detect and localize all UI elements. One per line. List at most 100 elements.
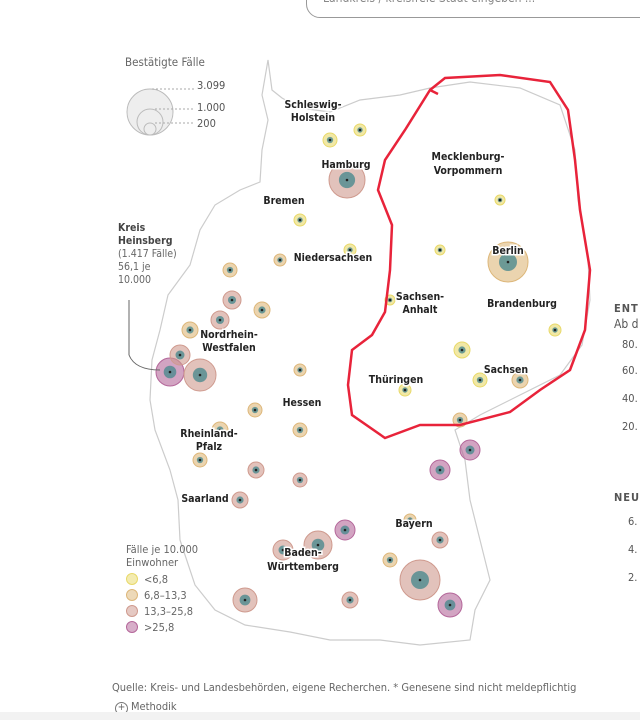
axis-tick: 4.	[628, 543, 638, 556]
axis-tick: 2.	[628, 571, 638, 584]
death-dot	[458, 418, 462, 422]
annotation-per: 10.000	[118, 274, 152, 286]
death-dot	[218, 318, 222, 322]
death-dot	[298, 428, 302, 432]
svg-text:Thüringen: Thüringen	[369, 374, 423, 386]
death-dot	[228, 268, 232, 272]
legend-swatch-icon	[126, 621, 138, 633]
death-dot	[316, 543, 320, 547]
state-labels: Schleswig- Holstein Hamburg Mecklenburg-…	[179, 98, 559, 575]
death-dot	[438, 248, 442, 252]
svg-text:Nordrhein-: Nordrhein-	[200, 329, 258, 341]
death-dot	[298, 478, 302, 482]
death-dot	[498, 198, 502, 202]
svg-text:Holstein: Holstein	[291, 112, 335, 124]
death-dot	[403, 388, 407, 392]
svg-text:Schleswig-: Schleswig-	[284, 99, 341, 111]
rate-legend-title: Einwohner	[126, 556, 179, 569]
death-dot	[553, 328, 557, 332]
svg-text:Hamburg: Hamburg	[321, 159, 370, 171]
size-legend-value: 1.000	[197, 101, 226, 114]
rate-legend-item: <6,8	[126, 571, 198, 587]
size-legend-circles	[126, 88, 194, 136]
axis-tick: 6.	[628, 515, 638, 528]
death-dot	[218, 428, 222, 432]
death-dot	[388, 298, 392, 302]
svg-text:Saarland: Saarland	[181, 493, 228, 505]
legend-swatch-icon	[126, 605, 138, 617]
size-legend-value: 200	[197, 117, 216, 130]
right-panel-heading: NEU	[614, 491, 640, 504]
size-legend-title: Bestätigte Fälle	[125, 55, 205, 69]
rate-legend-item: >25,8	[126, 619, 198, 635]
svg-text:Hessen: Hessen	[283, 397, 322, 409]
death-dot	[168, 370, 172, 374]
death-dot	[438, 468, 442, 472]
death-dot	[281, 548, 285, 552]
annotation-rate: 56,1 je	[118, 261, 151, 273]
death-dot	[178, 353, 182, 357]
legend-swatch-icon	[126, 573, 138, 585]
annotation-name: Kreis	[118, 222, 146, 234]
death-dot	[460, 348, 464, 352]
legend-swatch-icon	[126, 589, 138, 601]
right-panel-subtitle: Ab d	[614, 317, 639, 331]
svg-text:Niedersachsen: Niedersachsen	[294, 252, 372, 264]
methodik-link[interactable]: + Methodik	[112, 700, 177, 715]
annotation-name: Heinsberg	[118, 235, 173, 247]
rate-legend-item: 6,8–13,3	[126, 587, 198, 603]
svg-text:Anhalt: Anhalt	[403, 304, 438, 316]
axis-tick: 80.	[622, 338, 638, 351]
size-legend-value: 3.099	[197, 79, 226, 92]
svg-text:Berlin: Berlin	[492, 245, 523, 257]
death-dot	[278, 258, 282, 262]
right-panel-heading: ENT	[614, 302, 639, 315]
svg-text:Westfalen: Westfalen	[202, 342, 255, 354]
svg-text:Rheinland-: Rheinland-	[180, 428, 237, 440]
heinsberg-annotation: Kreis Heinsberg (1.417 Fälle) 56,1 je 10…	[118, 222, 177, 287]
death-dot	[448, 603, 452, 607]
svg-text:Sachsen: Sachsen	[484, 364, 528, 376]
death-dot	[298, 368, 302, 372]
death-dot	[254, 468, 258, 472]
death-dot	[298, 218, 302, 222]
death-dot	[348, 248, 352, 252]
axis-tick: 20.	[622, 420, 638, 433]
svg-text:Brandenburg: Brandenburg	[487, 298, 557, 310]
svg-text:Bayern: Bayern	[395, 518, 432, 530]
case-bubbles[interactable]	[155, 123, 562, 618]
death-dot	[345, 178, 349, 182]
source-text: Quelle: Kreis- und Landesbehörden, eigen…	[112, 681, 577, 694]
death-dot	[478, 378, 482, 382]
death-dot	[343, 528, 347, 532]
page-bottom-bar	[0, 712, 640, 720]
district-search-input[interactable]: Landkreis / kreisfreie Stadt eingeben ..…	[306, 0, 640, 18]
death-dot	[243, 598, 247, 602]
svg-text:Baden-: Baden-	[284, 547, 321, 559]
footer-source: Quelle: Kreis- und Landesbehörden, eigen…	[112, 678, 592, 716]
death-dot	[468, 448, 472, 452]
hand-drawn-red-outline	[346, 73, 592, 440]
death-dot	[506, 260, 510, 264]
rate-legend: Fälle je 10.000 Einwohner <6,8 6,8–13,3 …	[126, 543, 198, 635]
death-dot	[438, 538, 442, 542]
axis-tick: 60.	[622, 364, 638, 377]
rate-legend-item: 13,3–25,8	[126, 603, 198, 619]
svg-text:Sachsen-: Sachsen-	[396, 291, 444, 303]
rate-legend-title: Fälle je 10.000	[126, 543, 199, 556]
svg-text:Vorpommern: Vorpommern	[434, 165, 503, 177]
death-dot	[328, 138, 332, 142]
death-dot	[260, 308, 264, 312]
germany-outline	[149, 59, 591, 646]
death-dot	[198, 458, 202, 462]
svg-text:Pfalz: Pfalz	[196, 441, 223, 453]
axis-tick: 40.	[622, 392, 638, 405]
death-dot	[198, 373, 202, 377]
death-dot	[418, 578, 422, 582]
death-dot	[188, 328, 192, 332]
svg-text:Mecklenburg-: Mecklenburg-	[432, 151, 505, 163]
death-dot	[348, 598, 352, 602]
death-dot	[253, 408, 257, 412]
death-dot	[238, 498, 242, 502]
